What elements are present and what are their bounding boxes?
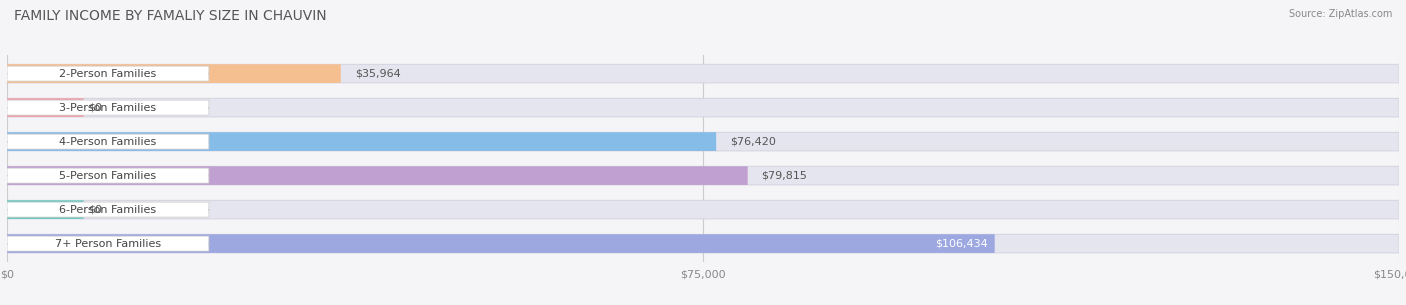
Text: $79,815: $79,815 (762, 170, 807, 181)
Text: 6-Person Families: 6-Person Families (59, 205, 156, 215)
FancyBboxPatch shape (7, 64, 340, 83)
Text: $0: $0 (87, 102, 101, 113)
FancyBboxPatch shape (7, 98, 83, 117)
Text: 2-Person Families: 2-Person Families (59, 69, 156, 79)
FancyBboxPatch shape (7, 166, 1399, 185)
FancyBboxPatch shape (7, 64, 1399, 83)
Text: $106,434: $106,434 (935, 239, 988, 249)
FancyBboxPatch shape (7, 132, 716, 151)
FancyBboxPatch shape (7, 100, 209, 115)
FancyBboxPatch shape (7, 200, 1399, 219)
FancyBboxPatch shape (7, 234, 1399, 253)
Text: $0: $0 (87, 205, 101, 215)
FancyBboxPatch shape (7, 200, 83, 219)
Text: 7+ Person Families: 7+ Person Families (55, 239, 162, 249)
FancyBboxPatch shape (7, 234, 994, 253)
FancyBboxPatch shape (7, 236, 209, 251)
Text: 4-Person Families: 4-Person Families (59, 137, 156, 147)
Text: $76,420: $76,420 (730, 137, 776, 147)
FancyBboxPatch shape (7, 202, 209, 217)
Text: 5-Person Families: 5-Person Families (59, 170, 156, 181)
Text: Source: ZipAtlas.com: Source: ZipAtlas.com (1288, 9, 1392, 19)
FancyBboxPatch shape (7, 168, 209, 183)
FancyBboxPatch shape (7, 134, 209, 149)
Text: 3-Person Families: 3-Person Families (59, 102, 156, 113)
FancyBboxPatch shape (7, 98, 1399, 117)
Text: $35,964: $35,964 (354, 69, 401, 79)
FancyBboxPatch shape (7, 166, 748, 185)
FancyBboxPatch shape (7, 132, 1399, 151)
Text: FAMILY INCOME BY FAMALIY SIZE IN CHAUVIN: FAMILY INCOME BY FAMALIY SIZE IN CHAUVIN (14, 9, 326, 23)
FancyBboxPatch shape (7, 66, 209, 81)
